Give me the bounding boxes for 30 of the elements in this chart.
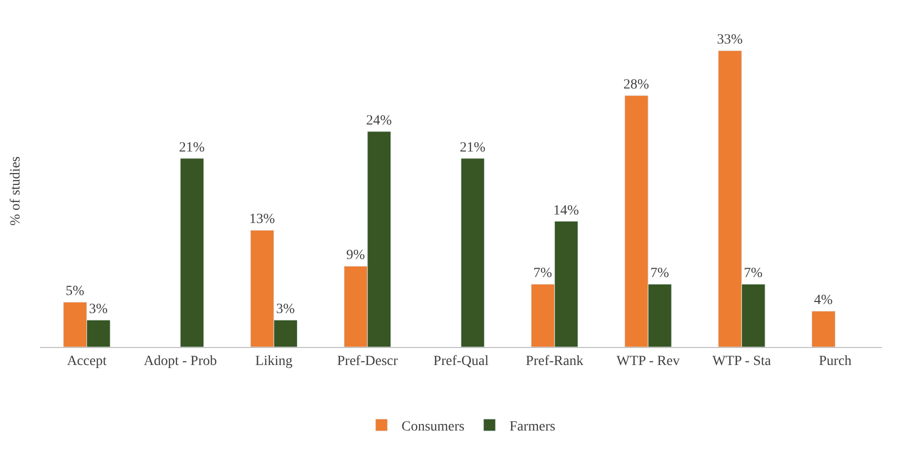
x-tick-label: Pref-Rank [526, 354, 584, 369]
x-tick-label: Accept [66, 354, 107, 369]
data-label: 28% [623, 78, 650, 93]
data-label: 7% [533, 266, 552, 282]
data-label: 14% [553, 203, 580, 218]
data-label: 3% [88, 302, 108, 318]
data-label: 5% [66, 284, 85, 300]
data-label: 7% [650, 266, 670, 282]
data-label: 4% [814, 293, 834, 308]
data-label: 9% [346, 248, 366, 264]
x-tick-label: WTP - Sta [712, 354, 772, 369]
x-tick-label: Adopt - Prob [144, 354, 217, 369]
bar [460, 158, 485, 347]
x-tick-label: Purch [818, 354, 852, 369]
data-label: 21% [179, 140, 206, 156]
data-label: 13% [249, 212, 276, 228]
y-axis-title: % of studies [8, 156, 24, 226]
data-label: 7% [744, 266, 763, 282]
x-tick-label: Liking [255, 354, 293, 369]
data-label: 3% [276, 302, 296, 318]
data-label: 21% [460, 140, 486, 156]
bar [180, 158, 204, 347]
legend-label: Consumers [402, 419, 464, 434]
data-label: 24% [366, 113, 392, 128]
bar [812, 310, 836, 347]
x-tick-label: WTP - Rev [616, 354, 680, 369]
x-tick-label: Pref-Descr [337, 354, 398, 369]
x-tick-label: Pref-Qual [433, 354, 489, 369]
data-label: 33% [716, 32, 743, 48]
legend-label: Farmers [510, 419, 556, 434]
